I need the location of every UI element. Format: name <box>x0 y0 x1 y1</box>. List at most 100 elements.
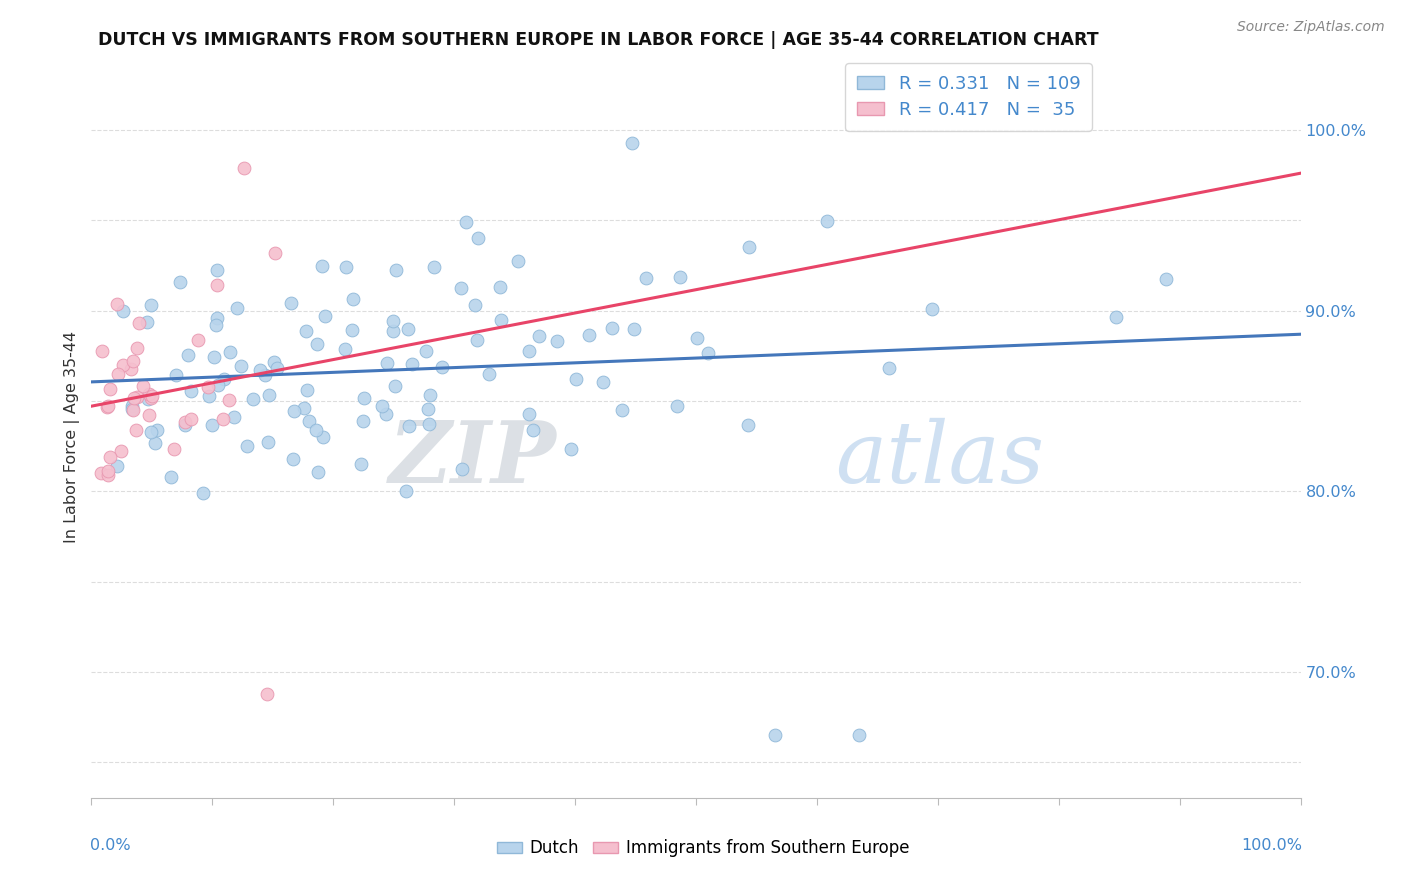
Point <box>163 442 186 456</box>
Point <box>212 412 235 426</box>
Point <box>135 315 157 329</box>
Point <box>138 387 160 401</box>
Point <box>522 423 544 437</box>
Point <box>342 292 364 306</box>
Point <box>578 327 600 342</box>
Point <box>96 400 118 414</box>
Point <box>242 392 264 406</box>
Point <box>91 344 114 359</box>
Legend: Dutch, Immigrants from Southern Europe: Dutch, Immigrants from Southern Europe <box>489 833 917 864</box>
Point <box>333 342 356 356</box>
Point <box>342 323 364 337</box>
Point <box>636 270 658 285</box>
Point <box>165 368 187 382</box>
Point <box>381 314 404 328</box>
Point <box>415 343 437 358</box>
Point <box>96 464 118 478</box>
Point <box>546 334 568 348</box>
Point <box>353 392 375 406</box>
Point <box>105 458 128 473</box>
Point <box>623 322 645 336</box>
Point <box>256 687 278 701</box>
Point <box>304 423 326 437</box>
Point <box>90 466 112 480</box>
Point <box>173 415 195 429</box>
Point <box>105 297 128 311</box>
Text: 100.0%: 100.0% <box>1240 838 1302 853</box>
Point <box>283 404 305 418</box>
Text: atlas: atlas <box>835 417 1045 500</box>
Point <box>98 450 121 465</box>
Legend: R = 0.331   N = 109, R = 0.417   N =  35: R = 0.331 N = 109, R = 0.417 N = 35 <box>845 63 1092 131</box>
Point <box>467 333 489 347</box>
Point <box>98 382 121 396</box>
Point <box>395 484 418 499</box>
Point <box>97 400 120 414</box>
Point <box>121 400 143 414</box>
Point <box>416 402 439 417</box>
Point <box>212 372 235 386</box>
Point <box>205 310 228 325</box>
Y-axis label: In Labor Force | Age 35-44: In Labor Force | Age 35-44 <box>65 331 80 543</box>
Point <box>381 324 404 338</box>
Point <box>207 378 229 392</box>
Point <box>205 278 228 293</box>
Point <box>297 384 319 398</box>
Point <box>218 344 240 359</box>
Point <box>506 254 529 268</box>
Point <box>877 360 900 375</box>
Point <box>191 486 214 500</box>
Point <box>1154 272 1177 286</box>
Point <box>253 368 276 382</box>
Point <box>560 442 582 456</box>
Point <box>233 161 256 175</box>
Point <box>430 359 453 374</box>
Point <box>384 263 406 277</box>
Point <box>127 390 149 404</box>
Point <box>737 417 759 432</box>
Point <box>612 403 634 417</box>
Text: ZIP: ZIP <box>389 417 557 500</box>
Point <box>352 414 374 428</box>
Point <box>259 388 281 402</box>
Point <box>450 281 472 295</box>
Point <box>527 329 550 343</box>
Point <box>132 379 155 393</box>
Point <box>97 467 120 482</box>
Point <box>307 337 329 351</box>
Point <box>295 324 318 338</box>
Point <box>122 391 145 405</box>
Point <box>187 333 209 347</box>
Point <box>231 359 253 373</box>
Point <box>396 322 419 336</box>
Point <box>1105 310 1128 324</box>
Point <box>398 419 420 434</box>
Point <box>202 350 225 364</box>
Point <box>307 465 329 479</box>
Point <box>138 408 160 422</box>
Point <box>292 401 315 416</box>
Point <box>205 318 228 332</box>
Point <box>112 358 135 372</box>
Point <box>311 259 333 273</box>
Point <box>815 214 838 228</box>
Point <box>669 270 692 285</box>
Point <box>266 360 288 375</box>
Point <box>139 391 162 405</box>
Point <box>141 389 163 403</box>
Point <box>686 330 709 344</box>
Point <box>218 393 240 408</box>
Point <box>180 384 202 398</box>
Text: DUTCH VS IMMIGRANTS FROM SOUTHERN EUROPE IN LABOR FORCE | AGE 35-44 CORRELATION : DUTCH VS IMMIGRANTS FROM SOUTHERN EUROPE… <box>98 31 1099 49</box>
Point <box>565 372 588 386</box>
Point <box>454 215 477 229</box>
Point <box>120 362 142 376</box>
Point <box>143 435 166 450</box>
Point <box>374 407 396 421</box>
Point <box>281 452 304 467</box>
Point <box>111 303 134 318</box>
Point <box>418 417 440 431</box>
Point <box>136 392 159 406</box>
Point <box>197 380 219 394</box>
Point <box>621 136 644 150</box>
